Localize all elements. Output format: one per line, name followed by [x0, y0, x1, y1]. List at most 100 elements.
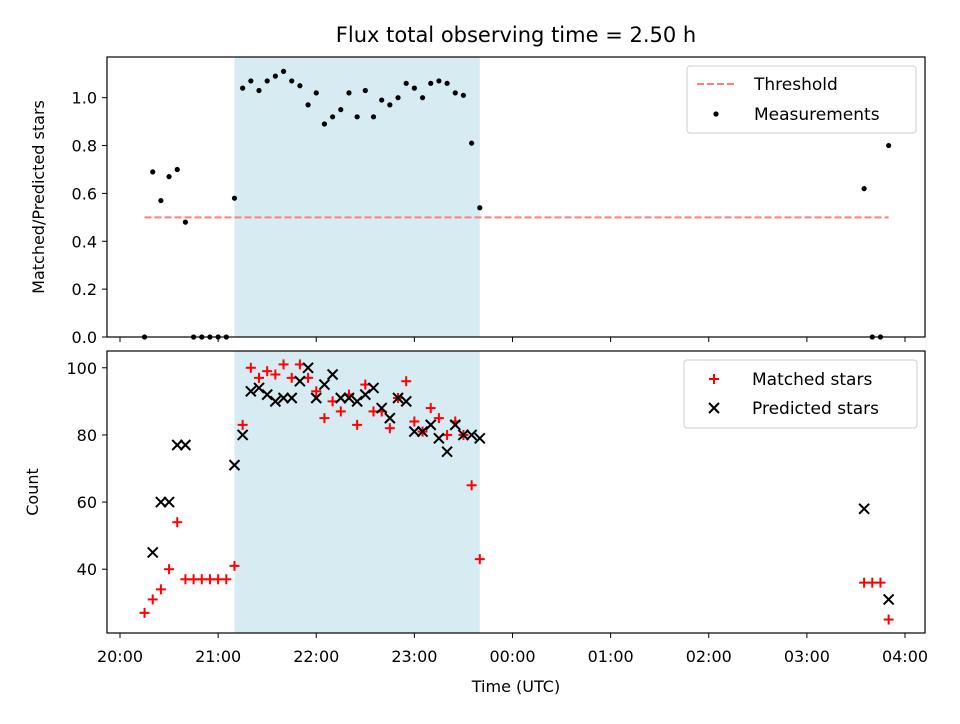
- threshold-legend-label: Threshold: [753, 75, 838, 95]
- predicted-star-point: [359, 388, 372, 401]
- measurement-point: [231, 195, 238, 201]
- matched-star-point: [303, 372, 314, 383]
- measurement-point: [272, 73, 278, 79]
- x-tick-label: 22:00: [293, 647, 339, 666]
- matched-star-point: [139, 607, 150, 618]
- matched-star-point: [401, 376, 412, 387]
- measurement-point: [861, 186, 867, 192]
- measurement-point: [321, 121, 328, 127]
- bottom-x-ticks: 20:00 21:00 22:00 23:00 00:00 01:00 02:00 03:00…: [97, 633, 928, 666]
- matched-star-point: [875, 577, 886, 588]
- predicted-star-point: [465, 429, 478, 441]
- matched-star-point: [442, 429, 453, 440]
- matched-star-point: [286, 372, 297, 383]
- predicted-star-point: [408, 425, 421, 438]
- measurement-point: [174, 166, 180, 173]
- predicted-star-point: [236, 429, 249, 441]
- matched-star-point: [245, 362, 256, 373]
- bottom-y-axis-label: Count: [23, 468, 42, 516]
- matched-star-point: [147, 594, 158, 605]
- measurement-point: [338, 107, 344, 113]
- matched-star-point: [474, 554, 485, 565]
- matched-star-point: [311, 386, 322, 397]
- x-tick-label: 20:00: [97, 647, 143, 666]
- matched-star-point: [384, 423, 395, 434]
- predicted-star-point: [245, 385, 257, 397]
- measurement-point: [370, 114, 377, 120]
- matched-star-point: [221, 574, 232, 585]
- measurement-point: [330, 114, 336, 120]
- bottom-legend-box: [683, 359, 918, 429]
- predicted-star-point: [179, 439, 192, 451]
- top-legend-box: [686, 65, 917, 134]
- y-tick-label: 0.0: [72, 328, 97, 347]
- measurement-point: [411, 85, 417, 91]
- matched-legend-swatch: [709, 374, 719, 384]
- y-tick-label: 60: [77, 493, 97, 512]
- y-tick-label: 1.0: [72, 89, 97, 108]
- predicted-star-point: [277, 392, 290, 404]
- matched-star-point: [229, 560, 240, 571]
- top-y-axis-label: Matched/Predicted stars: [29, 100, 48, 294]
- bottom-panel: 40 60 80 100 20:00 21:00 22:00 23:00 00:00 01:00…: [23, 350, 928, 696]
- bottom-legend: Matched stars Predicted stars: [683, 359, 918, 429]
- matched-star-point: [262, 366, 273, 377]
- predicted-star-point: [367, 382, 380, 394]
- matched-star-point: [335, 406, 346, 417]
- predicted-star-point: [294, 375, 306, 387]
- chart-title: Flux total observing time = 2.50 h: [336, 23, 696, 47]
- matched-star-point: [360, 379, 371, 390]
- matched-star-point: [155, 584, 166, 595]
- matched-star-point: [425, 403, 436, 414]
- measurement-point: [469, 140, 475, 146]
- top-panel: 0.0 0.2 0.4 0.6 0.8 1.0 Matched/Predicted sta…: [29, 56, 926, 347]
- matched-legend-label: Matched stars: [752, 370, 872, 390]
- predicted-star-point: [171, 439, 183, 451]
- measurement-point: [362, 87, 368, 94]
- top-legend: Threshold Measurements: [686, 65, 917, 134]
- predicted-star-point: [433, 432, 445, 444]
- measurement-point: [395, 95, 401, 101]
- matched-star-point: [352, 419, 363, 430]
- matched-star-point: [327, 396, 338, 407]
- matched-star-point: [172, 517, 183, 528]
- matched-star-point: [409, 416, 420, 427]
- measurement-point: [419, 95, 426, 101]
- predicted-star-point: [147, 546, 159, 559]
- measurement-point: [248, 78, 254, 84]
- matched-star-point: [294, 359, 305, 370]
- x-axis-label: Time (UTC): [471, 677, 560, 696]
- predicted-star-point: [343, 392, 355, 404]
- predicted-star-point: [269, 395, 282, 408]
- measurement-point: [313, 90, 319, 96]
- y-tick-label: 0.6: [72, 184, 97, 203]
- y-tick-label: 40: [77, 560, 97, 579]
- predicted-star-point: [375, 402, 388, 414]
- measurement-point: [346, 90, 352, 96]
- measurement-point: [460, 92, 467, 98]
- predicted-star-point: [228, 459, 241, 471]
- top-x-ticks: [119, 337, 906, 342]
- bottom-highlight-span: [234, 351, 480, 633]
- x-tick-label: 03:00: [784, 647, 830, 666]
- measurement-point: [280, 68, 287, 74]
- predicted-star-points: [147, 362, 895, 606]
- x-tick-label: 21:00: [195, 647, 241, 666]
- matched-star-point: [319, 413, 330, 424]
- top-highlight-span: [234, 57, 480, 337]
- matched-star-point: [433, 413, 444, 424]
- y-tick-label: 0.4: [72, 232, 97, 251]
- measurements-legend-swatch: [713, 111, 719, 117]
- predicted-star-point: [302, 362, 314, 374]
- top-y-ticks: 0.0 0.2 0.4 0.6 0.8 1.0: [72, 89, 107, 347]
- predicted-star-point: [474, 432, 486, 444]
- measurement-point: [166, 174, 172, 180]
- y-tick-label: 0.2: [72, 280, 97, 299]
- measurement-point: [182, 219, 189, 225]
- measurement-point: [240, 85, 246, 91]
- measurement-point: [403, 80, 409, 86]
- matched-star-point: [278, 359, 289, 370]
- y-tick-label: 0.8: [72, 137, 97, 156]
- predicted-star-point: [449, 419, 461, 431]
